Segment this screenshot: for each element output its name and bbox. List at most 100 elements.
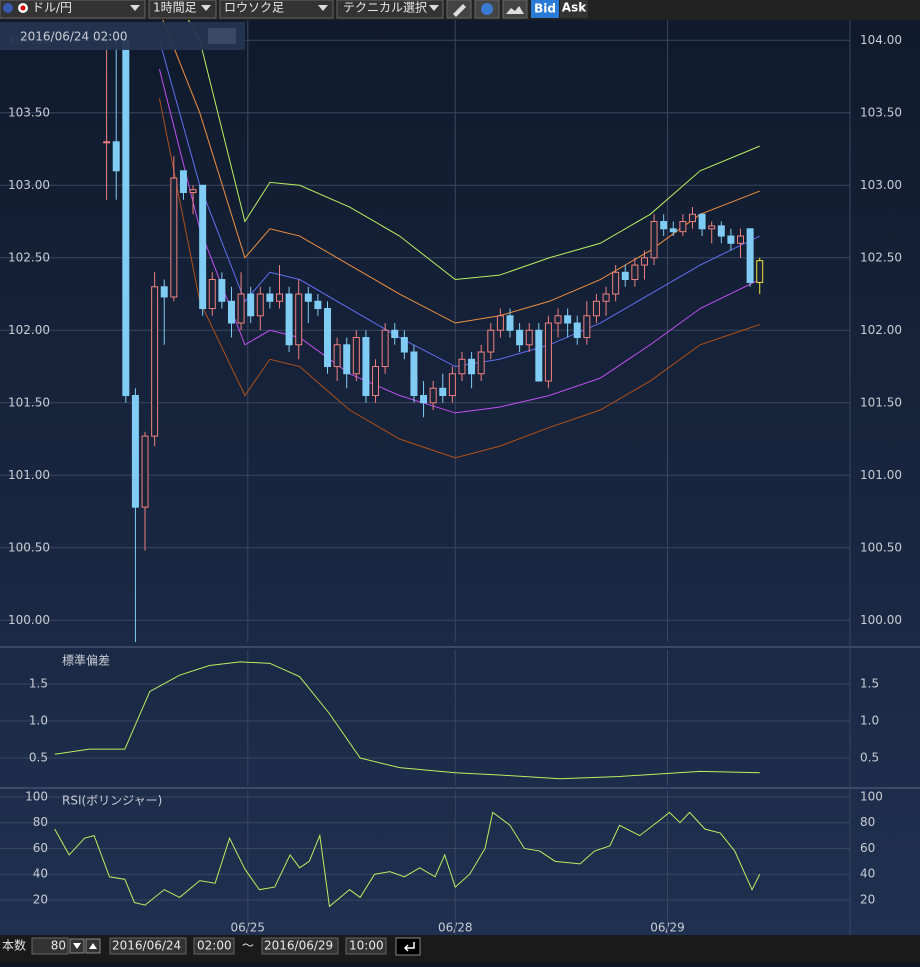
y-tick-label-left: 40 <box>33 867 48 881</box>
to-time: 10:00 <box>349 939 384 953</box>
candle-body <box>631 264 639 281</box>
candle-body <box>112 141 120 172</box>
ask-button[interactable] <box>560 0 588 18</box>
bid-button[interactable] <box>531 0 559 18</box>
candle-body <box>544 322 552 382</box>
down-arrow <box>73 943 81 949</box>
info-menu[interactable] <box>208 28 236 44</box>
candle-body <box>256 293 264 317</box>
candle-body <box>640 257 648 266</box>
candle-body <box>698 213 706 230</box>
y-tick-label-right: 100 <box>860 789 883 803</box>
y-tick-label-left: 1.5 <box>29 677 48 691</box>
y-tick-label-left: 80 <box>33 815 48 829</box>
y-tick-label-right: 1.0 <box>860 714 879 728</box>
candle-body <box>583 315 591 339</box>
timeframe-select[interactable] <box>148 0 217 19</box>
candle-body <box>756 260 764 283</box>
y-tick-label-right: 102.50 <box>860 250 902 264</box>
technical-select[interactable] <box>336 0 444 19</box>
style-select[interactable] <box>219 0 334 19</box>
dropdown-arrow <box>130 5 140 11</box>
from-date-input[interactable] <box>109 937 187 955</box>
candle-body <box>650 221 658 259</box>
y-tick-label-right: 104.00 <box>860 33 902 47</box>
panel-title: 標準偏差 <box>62 653 110 668</box>
candle-body <box>564 315 572 324</box>
y-tick-label-left: 1.0 <box>29 714 48 728</box>
candle-body <box>381 329 389 368</box>
from-time: 02:00 <box>197 939 232 953</box>
candle-body <box>304 293 312 302</box>
info-time: 2016/06/24 02:00 <box>20 30 128 44</box>
candle-body <box>333 344 341 368</box>
panel-title: RSI(ボリンジャー) <box>62 794 162 808</box>
ask: Ask <box>562 1 587 15</box>
candle-body <box>122 39 130 397</box>
y-tick-label-right: 102.00 <box>860 323 902 337</box>
candle-body <box>458 358 466 375</box>
to-date-input[interactable] <box>261 937 339 955</box>
technical: テクニカル選択 <box>343 1 427 15</box>
candle-body <box>170 177 178 298</box>
candle-body <box>391 329 399 339</box>
candle-body <box>612 271 620 295</box>
candle-body <box>660 221 668 230</box>
candle-body <box>496 315 504 331</box>
dropdown-arrow <box>201 5 211 11</box>
candle-body <box>352 337 360 375</box>
to-date: 2016/06/29 <box>264 939 333 953</box>
flag-us <box>3 3 13 13</box>
candle-body <box>679 221 687 233</box>
candle-body <box>468 358 476 375</box>
candle-body <box>621 271 629 281</box>
count-input[interactable] <box>31 937 69 955</box>
y-tick-label-left: 102.50 <box>8 250 50 264</box>
candle-body <box>669 228 677 233</box>
candle-body <box>592 300 600 317</box>
candle-body <box>573 322 581 339</box>
candle-body <box>103 141 111 144</box>
from-time-input[interactable] <box>193 937 235 955</box>
candle-body <box>160 286 168 298</box>
dropdown-arrow <box>429 5 439 11</box>
candle-body <box>525 329 533 346</box>
y-tick-label-left: 102.00 <box>8 323 50 337</box>
y-tick-label-left: 100.00 <box>8 613 50 627</box>
y-tick-label-right: 20 <box>860 892 875 906</box>
candle-body <box>131 395 139 508</box>
bid: Bid <box>534 2 556 16</box>
y-tick-label-left: 101.50 <box>8 395 50 409</box>
candle-body <box>448 373 456 397</box>
count-label: 本数 <box>2 938 26 953</box>
band-line <box>158 98 760 459</box>
candle-body <box>429 387 437 404</box>
y-tick-label-right: 101.00 <box>860 468 902 482</box>
up-arrow <box>89 943 97 949</box>
pair-select[interactable] <box>0 0 146 19</box>
candle-body <box>554 315 562 324</box>
y-tick-label-left: 100.50 <box>8 540 50 554</box>
y-tick-label-right: 1.5 <box>860 677 879 691</box>
apply-button[interactable] <box>395 937 421 956</box>
candle-body <box>237 293 245 324</box>
panel <box>0 790 850 935</box>
count: 80 <box>51 939 66 953</box>
candle-body <box>410 351 418 397</box>
chart-style: ロウソク足 <box>224 1 284 15</box>
pair: ドル/円 <box>32 1 72 15</box>
candle-body <box>746 228 754 283</box>
y-tick-label-left: 0.5 <box>29 751 48 765</box>
candle-body <box>717 225 725 237</box>
candle-body <box>141 435 149 508</box>
y-tick-label-left: 20 <box>33 892 48 906</box>
candle-body <box>275 293 283 302</box>
to-time-input[interactable] <box>345 937 387 955</box>
y-tick-label-right: 100.00 <box>860 613 902 627</box>
candle-body <box>343 344 351 375</box>
area-button[interactable] <box>502 0 528 19</box>
area-icon <box>506 6 524 14</box>
candle-body <box>372 366 380 397</box>
candle-body <box>439 387 447 397</box>
